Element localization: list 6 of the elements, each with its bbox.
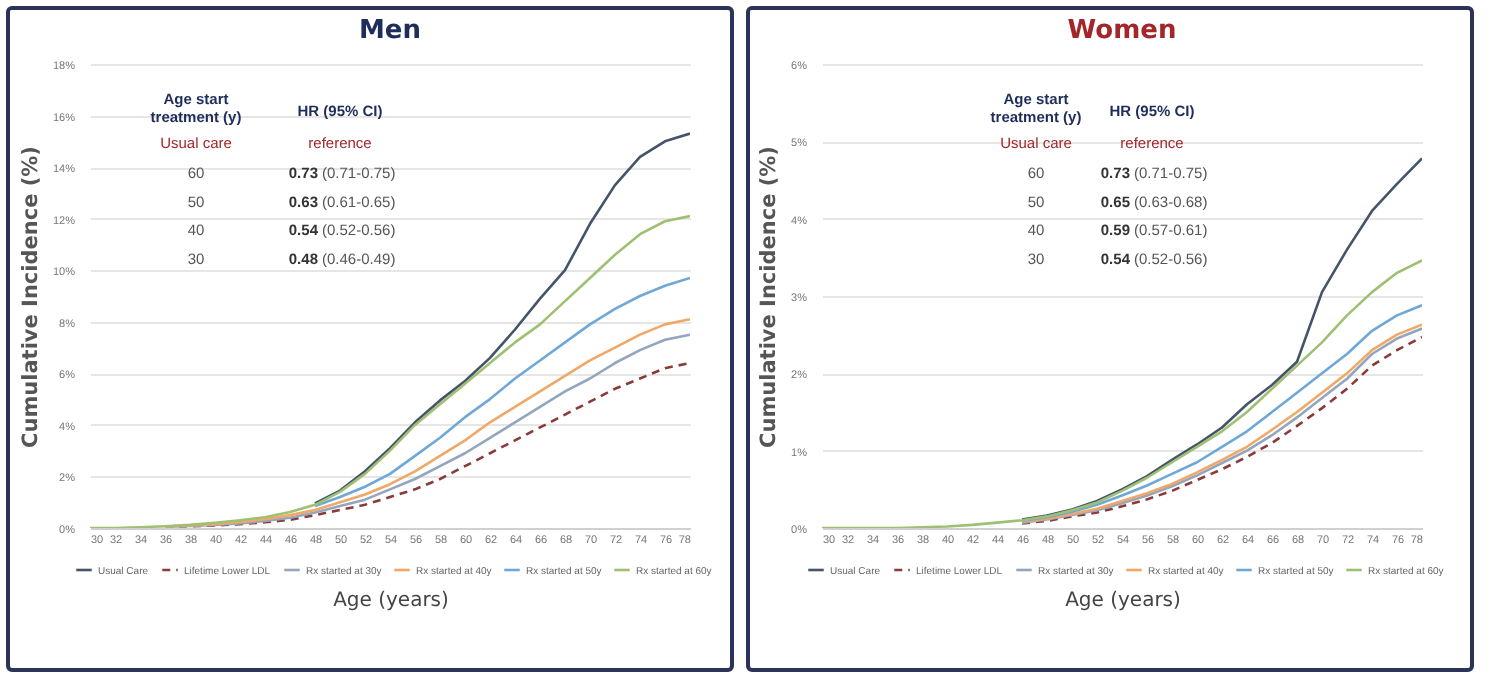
x-axis-title: Age (years) <box>333 590 450 612</box>
chart-title: Women <box>1067 16 1177 46</box>
y-axis-title: Cumulative Incidence (%) <box>18 146 43 448</box>
y-axis-title: Cumulative Incidence (%) <box>757 146 782 448</box>
x-axis-title: Age (years) <box>1065 590 1182 612</box>
chart-title: Men <box>358 16 422 46</box>
